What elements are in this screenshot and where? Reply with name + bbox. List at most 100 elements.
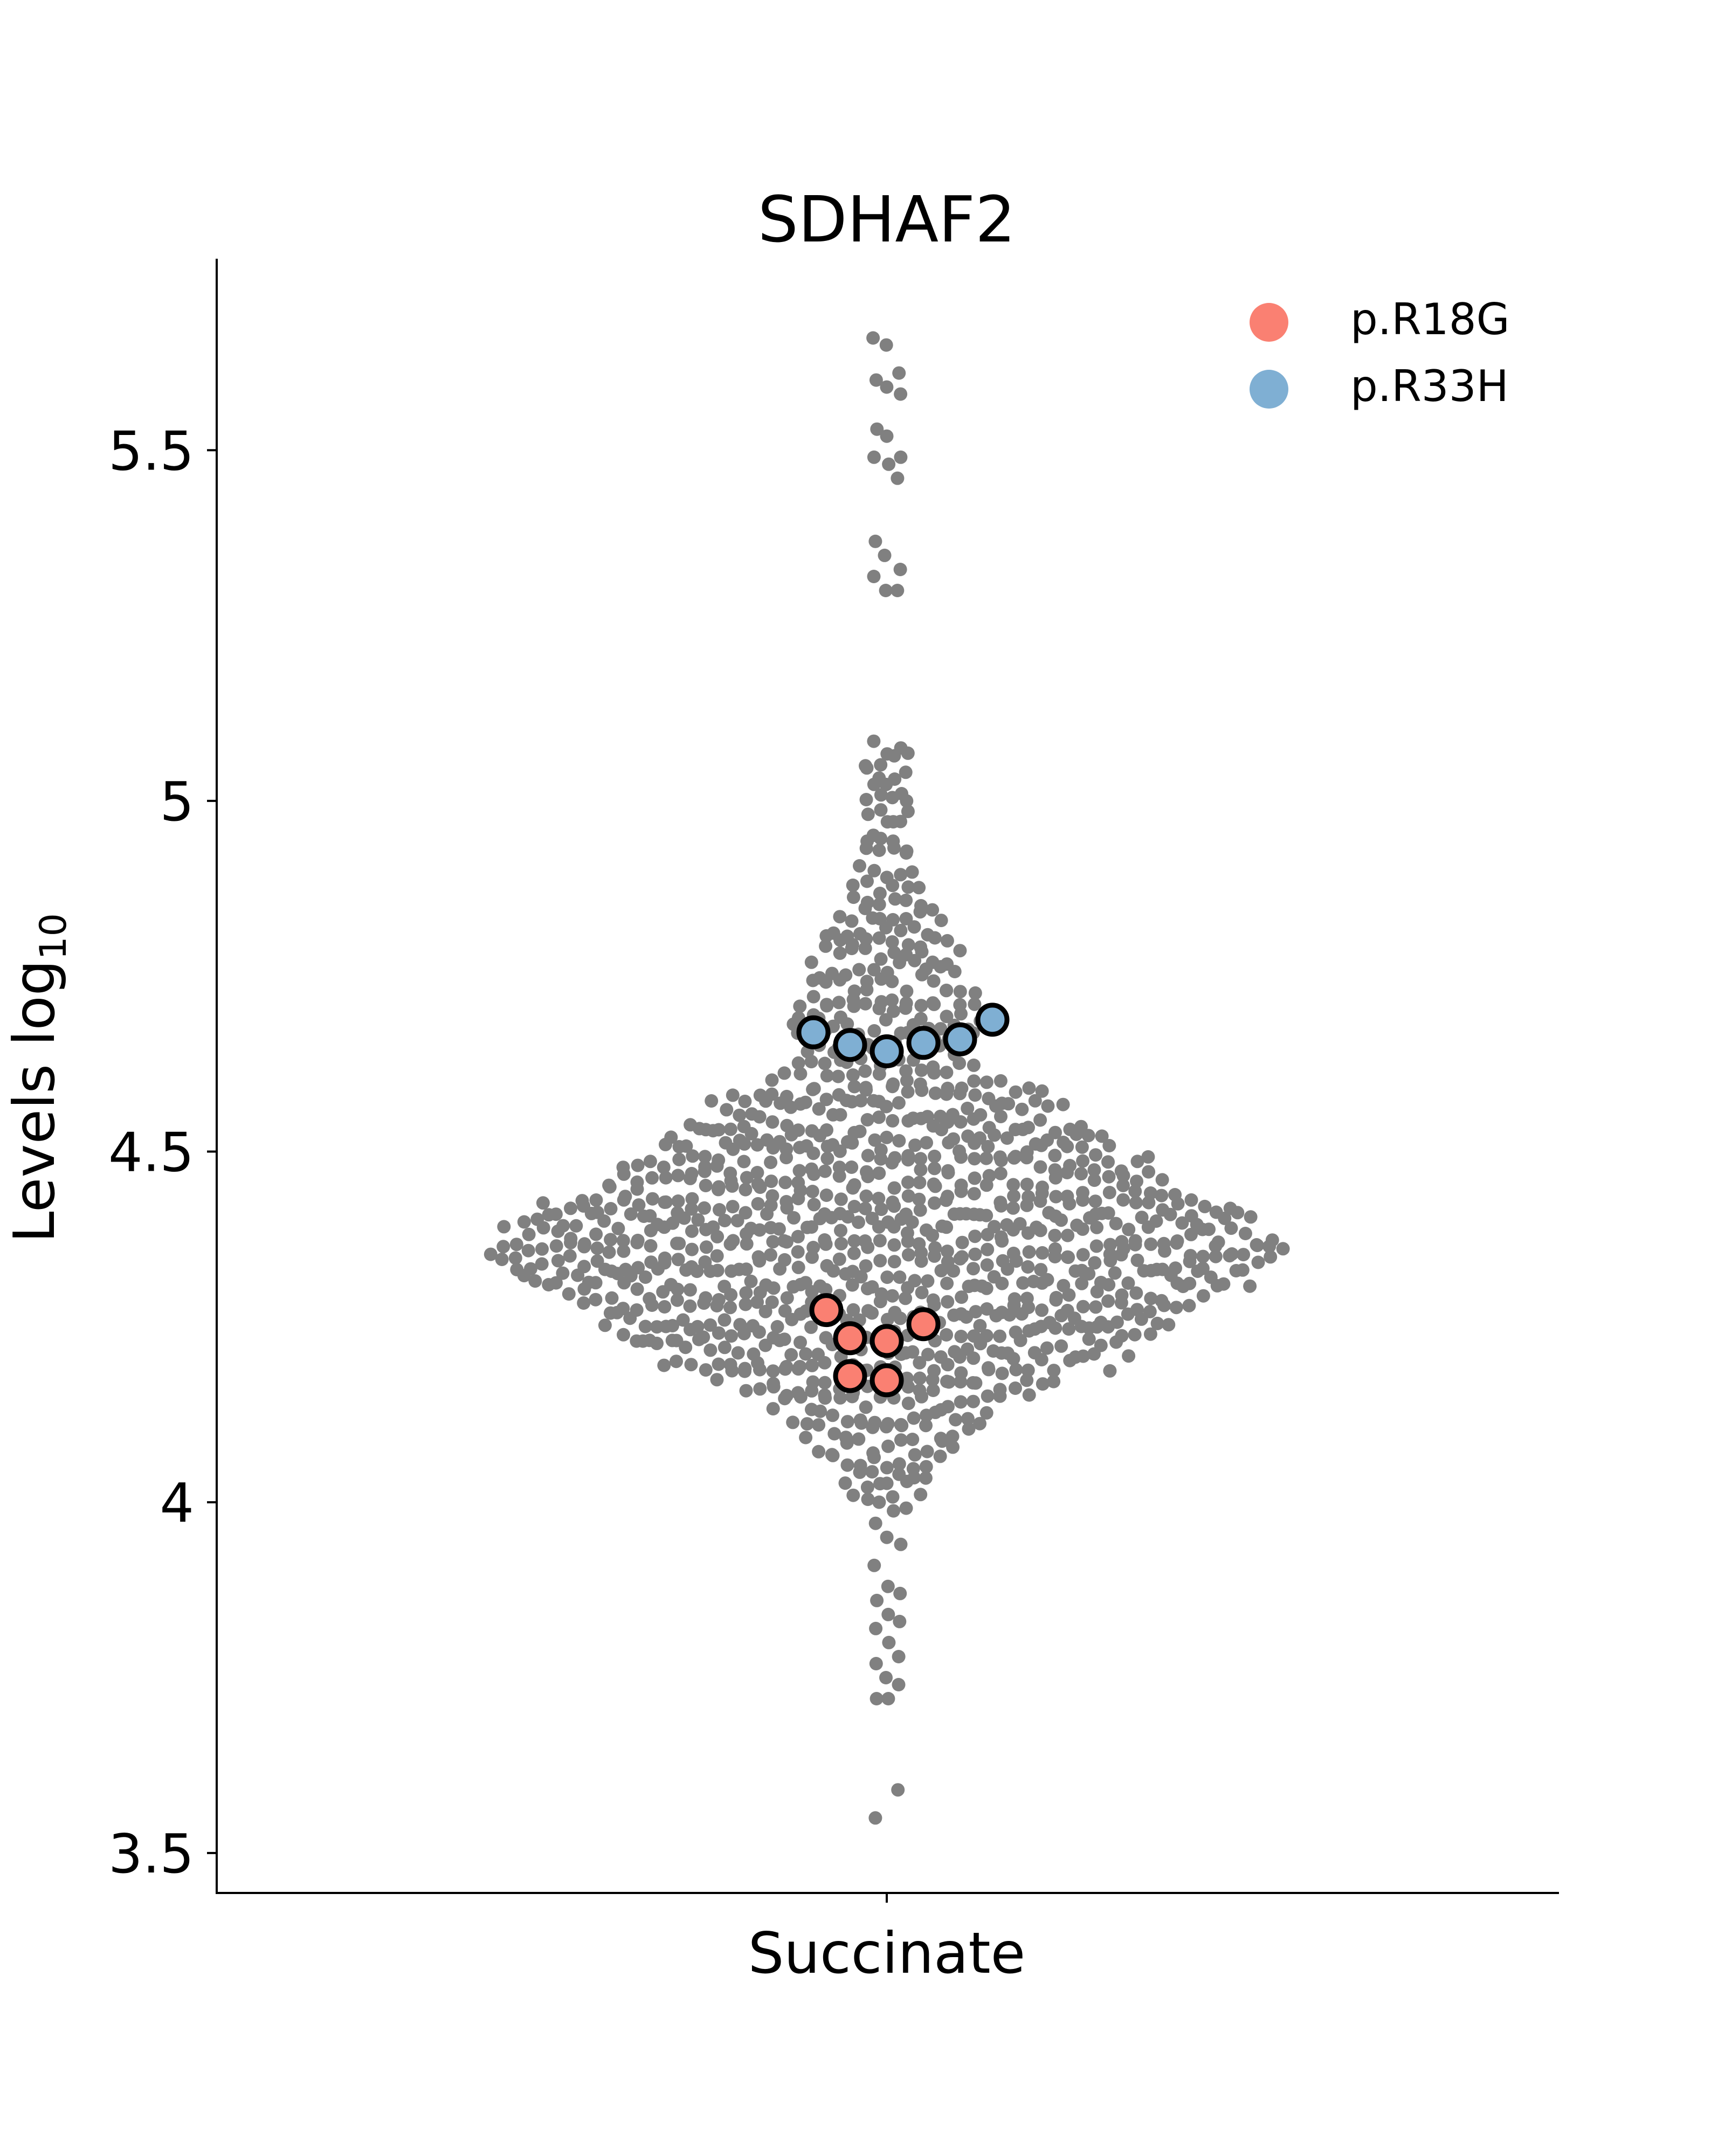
population-point [893,1270,907,1284]
population-point [847,1234,861,1248]
population-point [901,746,915,760]
population-point [833,933,847,947]
population-point [947,1264,961,1278]
population-point [859,1400,873,1414]
population-point [867,1024,881,1038]
population-point [853,1465,867,1479]
population-point [699,1363,713,1377]
population-point [564,1201,577,1215]
population-point [805,1285,819,1299]
legend-label-r33h: p.R33H [1350,361,1509,411]
population-point [954,1184,968,1198]
population-point [753,1382,767,1396]
population-point [880,380,894,394]
population-point [899,765,913,779]
population-point [953,985,967,999]
population-point [1034,1263,1048,1277]
population-point [1020,1177,1034,1191]
population-point [1171,1197,1185,1211]
population-point [995,1234,1009,1248]
population-point [845,942,859,956]
population-point [1076,1349,1090,1363]
legend-marker-r18g [1250,303,1288,342]
population-point [867,570,881,583]
population-point [891,471,905,485]
legend-label-r18g: p.R18G [1350,294,1510,344]
population-point [940,934,954,948]
population-point [1076,1193,1089,1207]
point-r33h [906,1026,941,1060]
population-point [913,1356,927,1370]
population-point [1022,1245,1036,1259]
population-point [845,1160,859,1174]
population-point [791,1192,805,1206]
population-point [670,1293,684,1307]
point-r33h [796,1015,831,1049]
population-point [988,1128,1002,1142]
population-point [791,1245,805,1259]
population-point [908,1448,922,1462]
population-point [1022,1324,1036,1338]
population-point [880,429,894,443]
population-point [872,844,886,857]
population-point [867,863,881,877]
population-point [764,1221,778,1235]
population-point [832,1169,846,1183]
population-point [833,910,847,924]
population-point [807,1198,821,1212]
population-point [758,1304,772,1318]
population-point [1016,1122,1030,1136]
population-point [859,1259,873,1273]
population-point [779,1235,794,1249]
population-point [819,975,833,989]
population-point [900,1074,914,1088]
population-point [845,1278,859,1292]
population-point [879,338,893,352]
population-point [738,1094,752,1108]
point-r33h [870,1034,904,1068]
population-point [1033,1113,1047,1127]
population-point [894,814,907,828]
population-point [645,1298,659,1312]
population-point [899,1001,913,1015]
population-point [995,1346,1009,1360]
population-point [993,1074,1008,1088]
population-point [818,1356,832,1370]
population-point [699,1179,713,1192]
population-point [1054,1213,1068,1227]
population-point [827,1427,841,1441]
population-point [804,1320,818,1334]
population-point [1137,1264,1151,1278]
population-point [819,939,833,953]
population-point [1196,1249,1210,1263]
population-point [577,1240,591,1254]
population-point [744,1127,758,1141]
population-point [1089,1148,1102,1162]
population-point [1047,1374,1061,1388]
population-point [847,999,861,1013]
population-point [657,1358,671,1372]
population-point [1128,1238,1142,1252]
population-point [955,1290,969,1304]
population-point [677,1211,691,1225]
population-point [948,965,962,978]
population-point [1000,1262,1015,1276]
population-point [893,1586,907,1600]
population-point [1150,1262,1164,1276]
y-axis-label-main: Levels log [2,960,67,1243]
population-point [879,921,893,935]
population-point [753,1223,767,1237]
population-point [794,1336,807,1349]
population-point [886,1080,899,1094]
population-point [717,1313,732,1327]
population-point [1196,1289,1210,1303]
population-point [690,1264,704,1279]
population-point [969,1376,983,1390]
population-point [865,1306,879,1320]
population-point [791,1260,805,1274]
population-point [765,1115,779,1129]
population-point [819,1188,833,1202]
population-point [1109,1217,1123,1231]
population-point [941,1164,955,1178]
population-point [954,1330,968,1343]
